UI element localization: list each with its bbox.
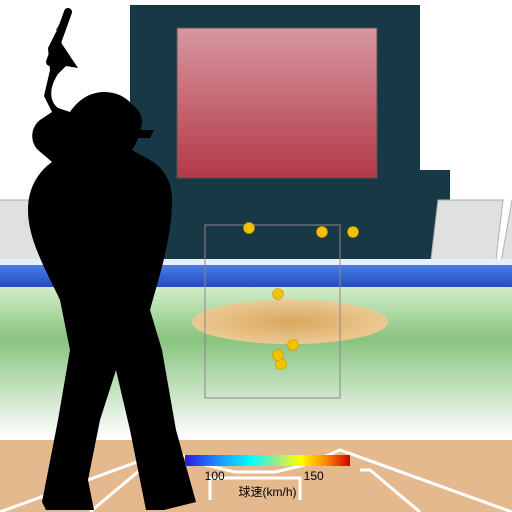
legend-tick: 100 [205,469,225,483]
pitch-location-chart: 100 150 球速(km/h) [0,0,512,512]
velocity-legend-bar [185,455,350,466]
pitch-marker [244,223,255,234]
grandstand-section [430,200,503,268]
pitchers-mound [192,300,388,344]
legend-title: 球速(km/h) [239,485,297,499]
pitch-marker [273,289,284,300]
pitch-marker [317,227,328,238]
pitch-marker [348,227,359,238]
pitch-marker [273,350,284,361]
scoreboard-screen [177,28,377,178]
pitch-marker [288,340,299,351]
legend-tick: 150 [304,469,324,483]
